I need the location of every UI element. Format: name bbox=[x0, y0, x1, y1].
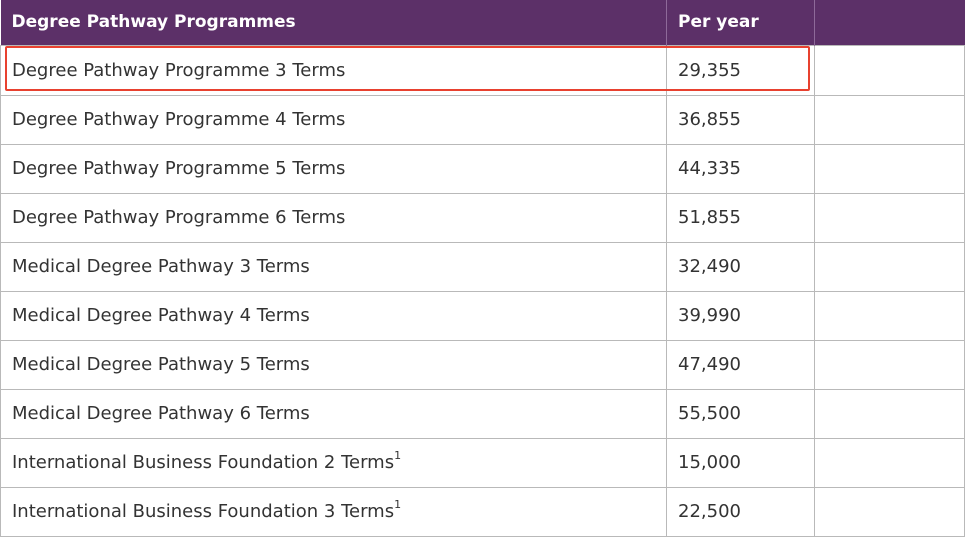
table-row: Degree Pathway Programme 5 Terms 44,335 bbox=[0, 143, 965, 194]
table-row: Medical Degree Pathway 3 Terms 32,490 bbox=[0, 241, 965, 292]
header-row: Degree Pathway Programmes Per year bbox=[0, 0, 965, 45]
programme-cell: International Business Foundation 3 Term… bbox=[0, 486, 667, 537]
programme-name: Medical Degree Pathway 6 Terms bbox=[12, 403, 310, 424]
programme-name: Medical Degree Pathway 5 Terms bbox=[12, 354, 310, 375]
table-header: Degree Pathway Programmes Per year bbox=[0, 0, 965, 45]
programme-name: Degree Pathway Programme 5 Terms bbox=[12, 158, 346, 179]
programme-cell: Degree Pathway Programme 4 Terms bbox=[0, 94, 667, 145]
table-row: Degree Pathway Programme 6 Terms 51,855 bbox=[0, 192, 965, 243]
fee-cell: 47,490 bbox=[666, 339, 815, 390]
header-per-year: Per year bbox=[666, 0, 815, 45]
fee-cell: 44,335 bbox=[666, 143, 815, 194]
empty-cell bbox=[814, 388, 965, 439]
empty-cell bbox=[814, 143, 965, 194]
programme-name: Medical Degree Pathway 4 Terms bbox=[12, 305, 310, 326]
programme-cell: Medical Degree Pathway 3 Terms bbox=[0, 241, 667, 292]
programme-cell: Degree Pathway Programme 6 Terms bbox=[0, 192, 667, 243]
empty-cell bbox=[814, 486, 965, 537]
empty-cell bbox=[814, 94, 965, 145]
programme-cell: International Business Foundation 2 Term… bbox=[0, 437, 667, 488]
empty-cell bbox=[814, 44, 965, 96]
fee-cell: 51,855 bbox=[666, 192, 815, 243]
table-body: Degree Pathway Programme 3 Terms 29,355 De… bbox=[0, 44, 965, 537]
programme-name: Degree Pathway Programme 6 Terms bbox=[12, 207, 346, 228]
table-row: Medical Degree Pathway 5 Terms 47,490 bbox=[0, 339, 965, 390]
programme-name: International Business Foundation 3 Term… bbox=[12, 501, 395, 522]
header-programmes: Degree Pathway Programmes bbox=[0, 0, 667, 45]
fee-cell: 36,855 bbox=[666, 94, 815, 145]
empty-cell bbox=[814, 192, 965, 243]
empty-cell bbox=[814, 241, 965, 292]
programme-name: Degree Pathway Programme 4 Terms bbox=[12, 109, 346, 130]
empty-cell bbox=[814, 437, 965, 488]
programme-cell: Medical Degree Pathway 4 Terms bbox=[0, 290, 667, 341]
fee-cell: 39,990 bbox=[666, 290, 815, 341]
programme-name: International Business Foundation 2 Term… bbox=[12, 452, 395, 473]
table-row: International Business Foundation 3 Term… bbox=[0, 486, 965, 537]
fee-cell: 15,000 bbox=[666, 437, 815, 488]
programme-name: Medical Degree Pathway 3 Terms bbox=[12, 256, 310, 277]
footnote-marker: 1 bbox=[394, 449, 402, 462]
table-row: Medical Degree Pathway 4 Terms 39,990 bbox=[0, 290, 965, 341]
fee-cell: 32,490 bbox=[666, 241, 815, 292]
table-row: International Business Foundation 2 Term… bbox=[0, 437, 965, 488]
fee-cell: 55,500 bbox=[666, 388, 815, 439]
programme-cell: Medical Degree Pathway 5 Terms bbox=[0, 339, 667, 390]
programme-cell: Degree Pathway Programme 3 Terms bbox=[0, 44, 667, 96]
header-empty bbox=[814, 0, 965, 45]
footnote-marker: 1 bbox=[394, 498, 402, 511]
programme-name: Degree Pathway Programme 3 Terms bbox=[12, 59, 346, 81]
programme-cell: Medical Degree Pathway 6 Terms bbox=[0, 388, 667, 439]
table-row: Medical Degree Pathway 6 Terms 55,500 bbox=[0, 388, 965, 439]
empty-cell bbox=[814, 339, 965, 390]
table-row: Degree Pathway Programme 4 Terms 36,855 bbox=[0, 94, 965, 145]
table-row: Degree Pathway Programme 3 Terms 29,355 bbox=[0, 44, 965, 96]
fee-cell: 29,355 bbox=[666, 44, 815, 96]
programme-cell: Degree Pathway Programme 5 Terms bbox=[0, 143, 667, 194]
fee-cell: 22,500 bbox=[666, 486, 815, 537]
empty-cell bbox=[814, 290, 965, 341]
